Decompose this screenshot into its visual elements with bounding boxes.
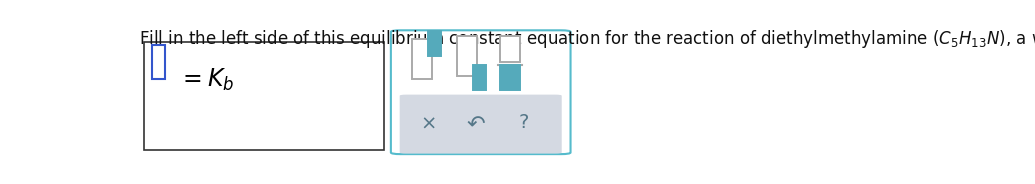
Text: ?: ?: [519, 113, 529, 132]
Bar: [456, 36, 477, 76]
FancyBboxPatch shape: [391, 30, 570, 154]
Bar: [144, 42, 384, 150]
Bar: [473, 65, 485, 90]
Bar: [500, 65, 520, 90]
Text: Fill in the left side of this equilibrium constant equation for the reaction of : Fill in the left side of this equilibriu…: [139, 28, 1035, 50]
Bar: [427, 31, 441, 56]
Bar: [500, 36, 520, 62]
Bar: [412, 39, 432, 79]
Text: $\times$: $\times$: [420, 113, 436, 132]
Bar: [152, 45, 165, 79]
FancyBboxPatch shape: [400, 95, 562, 154]
Text: $= K_b$: $= K_b$: [178, 66, 234, 93]
Text: ↶: ↶: [467, 116, 485, 135]
